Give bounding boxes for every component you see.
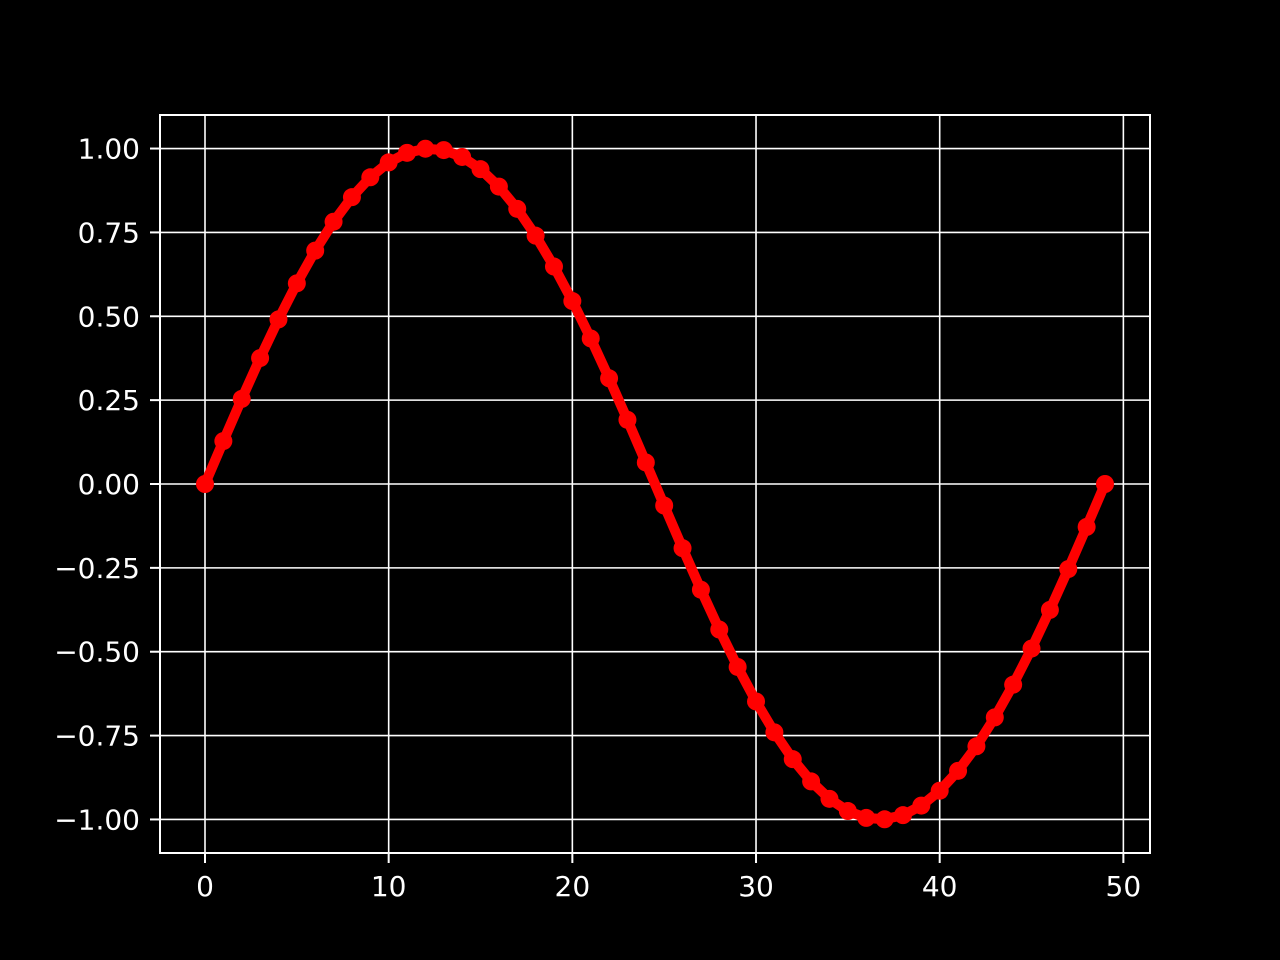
y-tick-label: 1.00 <box>78 133 140 166</box>
x-tick-label: 40 <box>922 870 958 903</box>
data-point-marker <box>342 188 361 207</box>
data-point-marker <box>1022 639 1041 658</box>
data-point-marker <box>1040 600 1059 619</box>
data-point-marker <box>673 539 692 558</box>
data-point-marker <box>526 226 545 245</box>
data-point-marker <box>398 143 417 162</box>
data-point-marker <box>618 410 637 429</box>
y-tick-label: 0.50 <box>78 300 140 333</box>
data-point-marker <box>967 737 986 756</box>
ticks <box>150 147 1125 863</box>
data-point-marker <box>1059 560 1078 579</box>
data-point-marker <box>600 369 619 388</box>
y-tick-label: 0.75 <box>78 216 140 249</box>
data-point-marker <box>1004 675 1023 694</box>
x-tick-label: 50 <box>1106 870 1142 903</box>
data-point-marker <box>251 349 270 368</box>
y-tick-label: 0.00 <box>78 468 140 501</box>
data-point-marker <box>802 772 821 791</box>
y-tick-label: −0.50 <box>54 636 140 669</box>
data-point-marker <box>930 781 949 800</box>
data-point-marker <box>747 692 766 711</box>
data-point-marker <box>214 432 233 451</box>
x-tick-label: 10 <box>371 870 407 903</box>
tick-labels: 0 10 20 30 40 50 −1.00 −0.75 −0.50 −0.25 0.00 0.25 0… <box>54 133 1141 903</box>
data-point-marker <box>985 708 1004 727</box>
y-tick-label: −0.25 <box>54 552 140 585</box>
y-tick-label: −1.00 <box>54 803 140 836</box>
data-point-marker <box>728 657 747 676</box>
data-point-marker <box>893 806 912 825</box>
series-sine-wave <box>196 139 1114 829</box>
data-point-marker <box>306 241 325 260</box>
data-point-marker <box>655 496 674 515</box>
data-point-marker <box>489 177 508 196</box>
data-point-marker <box>765 723 784 742</box>
data-point-marker <box>196 475 214 493</box>
data-point-marker <box>269 310 288 329</box>
data-point-marker <box>691 580 710 599</box>
data-point-marker <box>949 761 968 780</box>
data-point-marker <box>544 257 563 276</box>
data-point-marker <box>453 147 472 166</box>
x-tick-label: 30 <box>738 870 774 903</box>
data-point-marker <box>636 453 655 472</box>
data-point-marker <box>1096 475 1114 493</box>
data-point-marker <box>783 750 802 769</box>
data-point-marker <box>1077 517 1096 536</box>
data-point-marker <box>379 153 398 172</box>
data-point-marker <box>324 212 343 231</box>
y-tick-label: −0.75 <box>54 720 140 753</box>
data-point-marker <box>875 810 894 829</box>
x-tick-label: 20 <box>555 870 591 903</box>
y-tick-label: 0.25 <box>78 384 140 417</box>
data-point-marker <box>820 789 839 808</box>
x-tick-label: 0 <box>196 870 214 903</box>
data-point-marker <box>912 796 931 815</box>
data-point-marker <box>838 802 857 821</box>
data-point-marker <box>563 292 582 311</box>
data-point-marker <box>434 141 453 160</box>
data-point-marker <box>581 329 600 348</box>
data-point-marker <box>287 274 306 293</box>
data-point-marker <box>232 389 251 408</box>
data-point-marker <box>361 168 380 187</box>
data-point-marker <box>857 808 876 827</box>
data-point-marker <box>710 620 729 639</box>
data-point-marker <box>508 199 527 218</box>
data-point-marker <box>416 139 435 158</box>
data-point-marker <box>471 160 490 179</box>
